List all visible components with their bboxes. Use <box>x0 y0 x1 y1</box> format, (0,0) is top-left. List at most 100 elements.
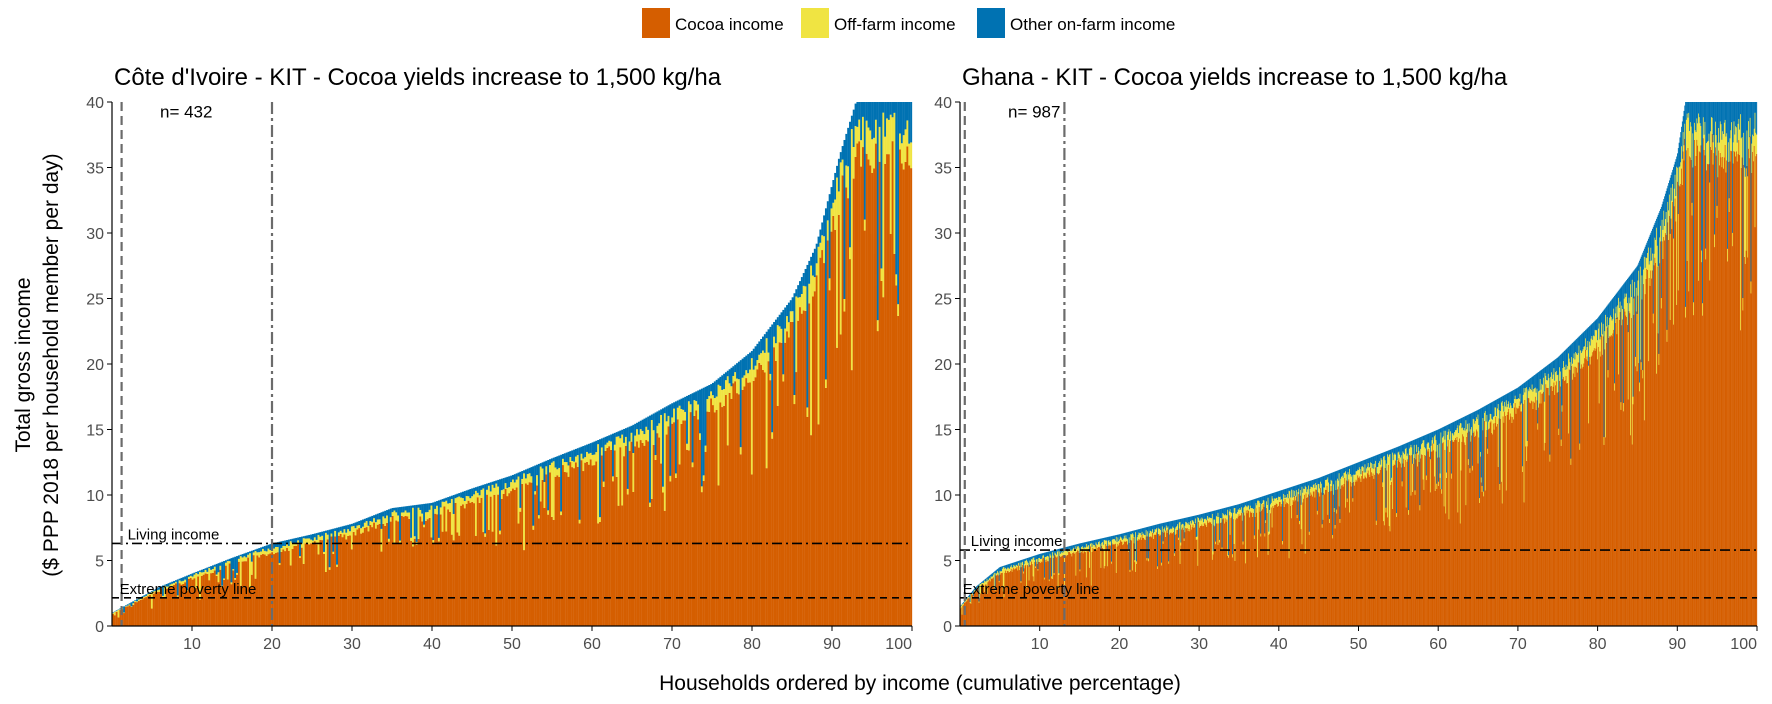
bar-segment-other-on-farm <box>1711 102 1713 118</box>
bar-segment-off-farm <box>1204 519 1206 524</box>
bar-segment-off-farm <box>297 540 300 545</box>
bar-segment-cocoa <box>626 494 629 626</box>
bar-segment-off-farm <box>1041 558 1043 563</box>
bar-segment-off-farm <box>1345 474 1347 481</box>
bar-segment-other-on-farm <box>1685 102 1687 307</box>
bar-segment-cocoa <box>1308 534 1310 626</box>
bar-segment-cocoa <box>569 462 572 626</box>
bar-segment-off-farm <box>828 278 831 291</box>
bar-segment-cocoa <box>1619 311 1621 626</box>
bar-segment-off-farm <box>232 569 235 571</box>
bar-segment-off-farm <box>813 277 816 292</box>
bar-segment-cocoa <box>584 462 587 626</box>
bar-segment-other-on-farm <box>676 400 679 408</box>
bar-segment-off-farm <box>550 462 553 517</box>
bar-segment-other-on-farm <box>274 542 277 547</box>
bar-segment-off-farm <box>1568 353 1570 434</box>
bar-segment-cocoa <box>1153 534 1155 626</box>
bar-segment-cocoa <box>1293 501 1295 626</box>
bar-segment-off-farm <box>1621 305 1623 326</box>
bar-segment-cocoa <box>852 178 855 626</box>
bar-segment-cocoa <box>293 545 296 626</box>
bar-segment-off-farm <box>1161 562 1163 566</box>
bar-segment-cocoa <box>878 161 881 627</box>
bar-segment-other-on-farm <box>1311 480 1313 487</box>
bar-segment-off-farm <box>1344 472 1346 478</box>
bar-segment-cocoa <box>1420 458 1422 626</box>
bar-segment-cocoa <box>119 610 122 626</box>
bar-segment-off-farm <box>1169 529 1171 535</box>
bar-segment-off-farm <box>1089 551 1091 568</box>
bar-segment-other-on-farm <box>1126 532 1128 539</box>
bar-segment-cocoa <box>1203 523 1205 626</box>
living-income-label-ghana: Living income <box>971 533 1063 550</box>
bar-segment-off-farm <box>1341 476 1343 486</box>
bar-segment-other-on-farm <box>169 582 172 585</box>
bar-segment-off-farm <box>1189 524 1191 532</box>
bar-segment-other-on-farm <box>869 102 872 131</box>
bar-segment-cocoa <box>873 168 876 626</box>
bar-segment-cocoa <box>889 234 892 626</box>
bar-segment-other-on-farm <box>1088 541 1090 545</box>
bar-segment-off-farm <box>1728 198 1730 212</box>
bar-segment-cocoa <box>1686 260 1688 626</box>
bar-segment-off-farm <box>1475 421 1477 436</box>
bar-segment-other-on-farm <box>1522 384 1523 467</box>
bar-segment-off-farm <box>961 604 963 615</box>
bar-segment-cocoa <box>989 581 991 626</box>
bar-segment-cocoa <box>904 161 907 626</box>
bar-segment-cocoa <box>715 409 718 626</box>
bar-segment-cocoa <box>408 518 411 626</box>
bar-segment-cocoa <box>1144 540 1146 626</box>
bar-segment-off-farm <box>1259 503 1261 512</box>
bar-segment-other-on-farm <box>1428 433 1430 443</box>
bar-segment-cocoa <box>1306 497 1308 626</box>
bar-segment-cocoa <box>163 597 166 626</box>
bar-segment-other-on-farm <box>1148 526 1150 559</box>
bar-segment-other-on-farm <box>530 467 533 477</box>
bar-segment-off-farm <box>1112 538 1114 545</box>
bar-segment-off-farm <box>1262 500 1264 505</box>
bar-segment-off-farm <box>1629 303 1631 314</box>
bar-segment-cocoa <box>130 606 133 626</box>
bar-segment-cocoa <box>1630 435 1632 626</box>
bar-segment-other-on-farm <box>1621 286 1623 306</box>
bar-segment-off-farm <box>1465 420 1467 506</box>
bar-segment-cocoa <box>1362 470 1364 626</box>
bar-segment-off-farm <box>1269 509 1271 534</box>
bar-segment-off-farm <box>406 512 409 517</box>
bar-segment-cocoa <box>1206 526 1208 626</box>
bar-segment-cocoa <box>424 520 427 626</box>
bar-segment-cocoa <box>1096 549 1098 626</box>
bar-segment-other-on-farm <box>1109 536 1111 543</box>
bar-segment-off-farm <box>1320 481 1322 488</box>
bar-segment-cocoa <box>1506 414 1508 626</box>
bar-segment-cocoa <box>998 582 1000 626</box>
bar-segment-off-farm <box>1239 508 1241 516</box>
bar-segment-off-farm <box>1412 463 1414 492</box>
bar-segment-other-on-farm <box>1098 539 1100 543</box>
bar-segment-other-on-farm <box>1719 102 1721 143</box>
bar-segment-cocoa <box>834 229 837 626</box>
bar-segment-cocoa <box>469 502 472 626</box>
bar-segment-off-farm <box>452 513 455 541</box>
bar-segment-other-on-farm <box>1181 518 1183 525</box>
bar-segment-cocoa <box>997 574 999 626</box>
bar-segment-off-farm <box>1354 474 1356 486</box>
bar-segment-other-on-farm <box>487 482 490 486</box>
bar-segment-cocoa <box>1060 556 1062 626</box>
bar-segment-off-farm <box>1308 485 1309 495</box>
bar-segment-other-on-farm <box>1069 545 1071 551</box>
bar-segment-off-farm <box>1257 500 1259 530</box>
bar-segment-cocoa <box>1069 553 1071 626</box>
bar-segment-off-farm <box>1092 543 1094 548</box>
bar-segment-off-farm <box>1587 340 1589 362</box>
bar-segment-cocoa <box>899 149 902 626</box>
bar-segment-cocoa <box>471 501 474 626</box>
bar-segment-cocoa <box>713 412 716 626</box>
bar-segment-off-farm <box>1531 384 1533 402</box>
bar-segment-off-farm <box>1263 500 1265 507</box>
bar-segment-other-on-farm <box>1652 228 1653 254</box>
bar-segment-cocoa <box>871 172 874 627</box>
bar-segment-off-farm <box>1276 497 1278 504</box>
